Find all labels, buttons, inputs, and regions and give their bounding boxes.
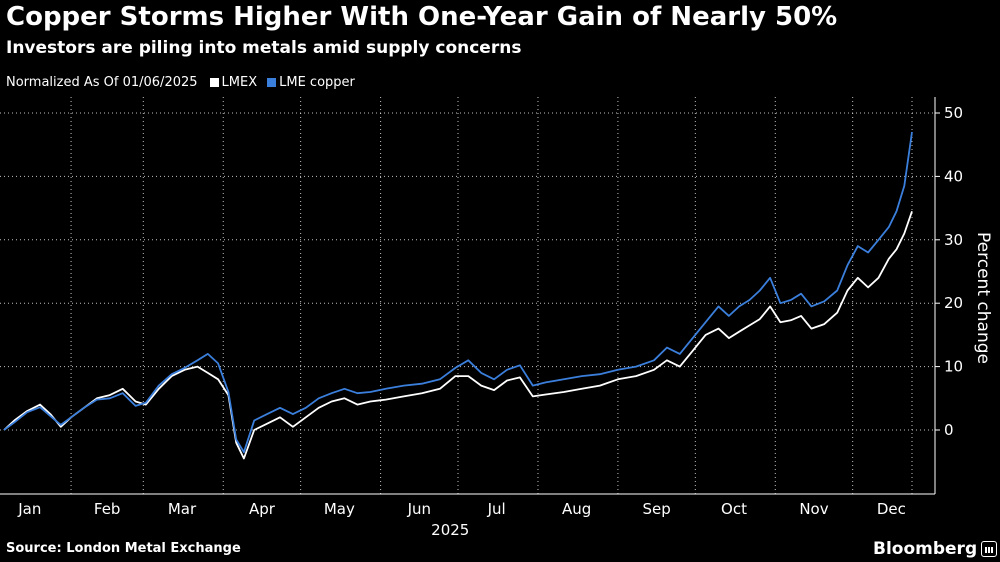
axes [0,97,940,495]
legend-swatch-lmex [209,78,219,87]
x-tick-label: Feb [94,500,121,518]
y-tick-label: 50 [944,104,963,122]
series-lines [3,131,913,460]
legend-item-copper: LME copper [267,75,355,90]
x-tick-label: Aug [562,500,591,518]
y-tick-label: 20 [944,294,963,312]
x-axis-year-label: 2025 [431,521,469,539]
tick-labels: 0 10 20 30 40 50 Jan Feb Mar Apr May Jun Jul Aug Sep Oc… [17,104,993,539]
legend-label-copper: LME copper [279,75,355,90]
x-tick-label: Jun [407,500,431,518]
x-tick-label: Jan [17,500,41,518]
y-tick-label: 10 [944,358,963,376]
chart-title: Copper Storms Higher With One-Year Gain … [6,2,838,32]
series-line-lmex [3,211,913,460]
legend-item-lmex: LMEX [209,75,258,90]
y-tick-label: 0 [944,421,954,439]
brand-logo: Bloomberg [873,539,998,559]
source-note: Source: London Metal Exchange [6,541,241,556]
chart-subtitle: Investors are piling into metals amid su… [6,38,522,58]
x-tick-label: Sep [642,500,670,518]
x-tick-label: Oct [721,500,747,518]
legend-swatch-copper [267,78,277,87]
x-tick-label: Nov [799,500,828,518]
grid-lines [0,97,935,494]
brand-name: Bloomberg [873,539,978,559]
y-tick-label: 30 [944,231,963,249]
bloomberg-chart-icon [981,541,998,557]
x-tick-label: Dec [877,500,906,518]
legend-label-lmex: LMEX [221,75,258,90]
y-tick-label: 40 [944,167,963,185]
x-tick-label: Apr [249,500,276,518]
series-line-lme-copper [3,131,913,454]
x-tick-label: Mar [168,500,197,518]
normalization-note: Normalized As Of 01/06/2025 [6,75,198,90]
legend: Normalized As Of 01/06/2025 LMEX LME cop… [6,75,365,90]
x-tick-label: May [324,500,355,518]
x-tick-label: Jul [487,500,506,518]
y-axis-title: Percent change [973,232,993,364]
